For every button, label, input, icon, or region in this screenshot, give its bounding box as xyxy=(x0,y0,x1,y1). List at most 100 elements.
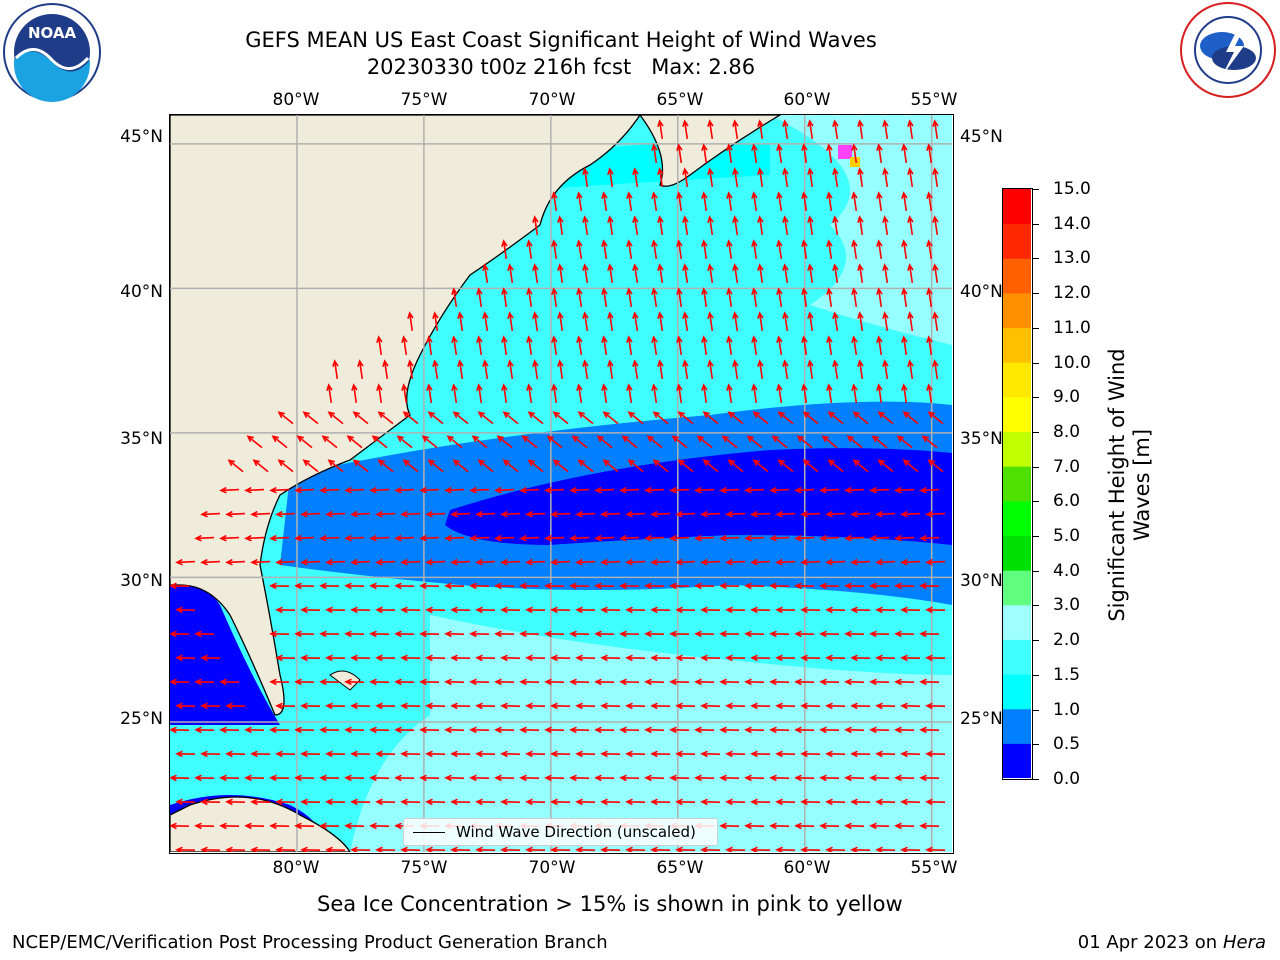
wind-wave-arrow xyxy=(857,119,864,140)
wind-wave-arrow xyxy=(407,359,414,380)
tick-top-70w: 70°W xyxy=(528,90,576,110)
wind-wave-arrow xyxy=(394,726,415,734)
colorbar-swatch xyxy=(1003,639,1031,675)
wind-wave-arrow xyxy=(175,798,196,806)
wind-wave-arrow xyxy=(644,678,665,686)
wind-wave-arrow xyxy=(682,359,689,380)
wind-wave-arrow xyxy=(476,287,483,308)
wind-wave-arrow xyxy=(750,702,771,710)
wind-wave-arrow xyxy=(632,215,639,236)
wind-wave-arrow xyxy=(200,510,221,518)
wind-wave-arrow xyxy=(701,383,708,404)
wind-wave-arrow xyxy=(800,750,821,758)
wind-wave-arrow xyxy=(444,678,465,686)
wind-wave-arrow xyxy=(450,750,471,758)
wind-wave-arrow xyxy=(175,750,196,758)
wind-wave-arrow xyxy=(394,678,415,686)
wind-wave-arrow xyxy=(751,287,758,308)
wind-wave-arrow xyxy=(619,534,640,542)
colorbar-swatch xyxy=(1003,604,1031,640)
wind-wave-arrow xyxy=(352,459,369,473)
legend-label: Wind Wave Direction (unscaled) xyxy=(456,823,696,841)
wind-wave-arrow xyxy=(400,846,421,852)
colorbar-tick-label: 15.0 xyxy=(1053,179,1091,199)
wind-wave-arrow xyxy=(450,606,471,614)
wind-wave-arrow xyxy=(457,359,464,380)
wind-wave-arrow xyxy=(901,239,908,260)
wind-wave-arrow xyxy=(377,459,394,473)
wind-wave-arrow xyxy=(551,383,558,404)
wind-wave-arrow xyxy=(451,383,458,404)
wind-wave-arrow xyxy=(719,678,740,686)
wind-wave-arrow xyxy=(794,534,815,542)
wind-wave-arrow xyxy=(844,534,865,542)
wind-wave-arrow xyxy=(594,486,615,494)
wind-wave-arrow xyxy=(175,558,196,566)
wind-wave-arrow xyxy=(296,435,313,449)
wind-wave-arrow xyxy=(444,534,465,542)
wind-wave-arrow xyxy=(644,582,665,590)
wind-wave-arrow xyxy=(776,143,783,164)
wind-wave-arrow xyxy=(727,411,744,425)
wind-wave-arrow xyxy=(726,383,733,404)
wind-wave-arrow xyxy=(807,167,814,188)
wind-wave-arrow xyxy=(707,167,714,188)
colorbar-label-line1: Significant Height of Wind xyxy=(1105,348,1129,622)
colorbar-tick-mark xyxy=(1033,258,1039,260)
wind-wave-arrow xyxy=(900,702,921,710)
wind-wave-arrow xyxy=(675,798,696,806)
wind-wave-arrow xyxy=(850,750,871,758)
wind-wave-arrow xyxy=(682,311,689,332)
wind-wave-arrow xyxy=(375,846,396,852)
wind-wave-arrow xyxy=(475,846,496,852)
wind-wave-arrow xyxy=(402,459,419,473)
wind-wave-arrow xyxy=(907,215,914,236)
wind-wave-arrow xyxy=(675,750,696,758)
wind-wave-arrow xyxy=(376,335,383,356)
wind-wave-arrow xyxy=(719,774,740,782)
wind-wave-arrow xyxy=(200,558,221,566)
colorbar-tick-label: 11.0 xyxy=(1053,317,1091,338)
wind-wave-arrow xyxy=(294,534,315,542)
wind-wave-arrow xyxy=(807,263,814,284)
wind-wave-arrow xyxy=(900,798,921,806)
wind-wave-arrow xyxy=(725,654,746,662)
wind-wave-arrow xyxy=(400,606,421,614)
wind-wave-arrow xyxy=(644,486,665,494)
wind-wave-arrow xyxy=(825,606,846,614)
tick-bottom-55w: 55°W xyxy=(910,858,958,878)
wind-wave-arrow xyxy=(919,486,940,494)
map-legend: Wind Wave Direction (unscaled) xyxy=(403,818,718,846)
wind-wave-arrow xyxy=(644,774,665,782)
wind-wave-arrow xyxy=(344,726,365,734)
wind-wave-arrow xyxy=(676,287,683,308)
wind-wave-arrow xyxy=(844,774,865,782)
wind-wave-arrow xyxy=(200,702,221,710)
wind-wave-arrow xyxy=(557,359,564,380)
wind-wave-arrow xyxy=(932,263,939,284)
colorbar-swatch xyxy=(1003,189,1031,225)
wind-wave-arrow xyxy=(794,630,815,638)
wind-wave-arrow xyxy=(882,359,889,380)
wind-wave-arrow xyxy=(494,486,515,494)
wind-wave-arrow xyxy=(200,798,221,806)
colorbar-tick-mark xyxy=(1033,570,1039,572)
wind-wave-arrow xyxy=(769,486,790,494)
wind-wave-arrow xyxy=(501,287,508,308)
wind-wave-arrow xyxy=(750,606,771,614)
colorbar-swatch xyxy=(1003,396,1031,433)
wind-wave-arrow xyxy=(369,774,390,782)
wind-wave-arrow xyxy=(601,335,608,356)
wind-wave-arrow xyxy=(744,822,765,830)
wind-wave-arrow xyxy=(769,774,790,782)
wind-wave-arrow xyxy=(225,750,246,758)
wind-wave-arrow xyxy=(544,486,565,494)
wind-wave-arrow xyxy=(550,606,571,614)
wind-wave-arrow xyxy=(476,383,483,404)
wind-wave-arrow xyxy=(757,311,764,332)
wind-wave-arrow xyxy=(651,287,658,308)
wind-wave-arrow xyxy=(669,486,690,494)
wind-wave-arrow xyxy=(919,582,940,590)
wind-wave-arrow xyxy=(707,311,714,332)
wind-wave-arrow xyxy=(769,678,790,686)
